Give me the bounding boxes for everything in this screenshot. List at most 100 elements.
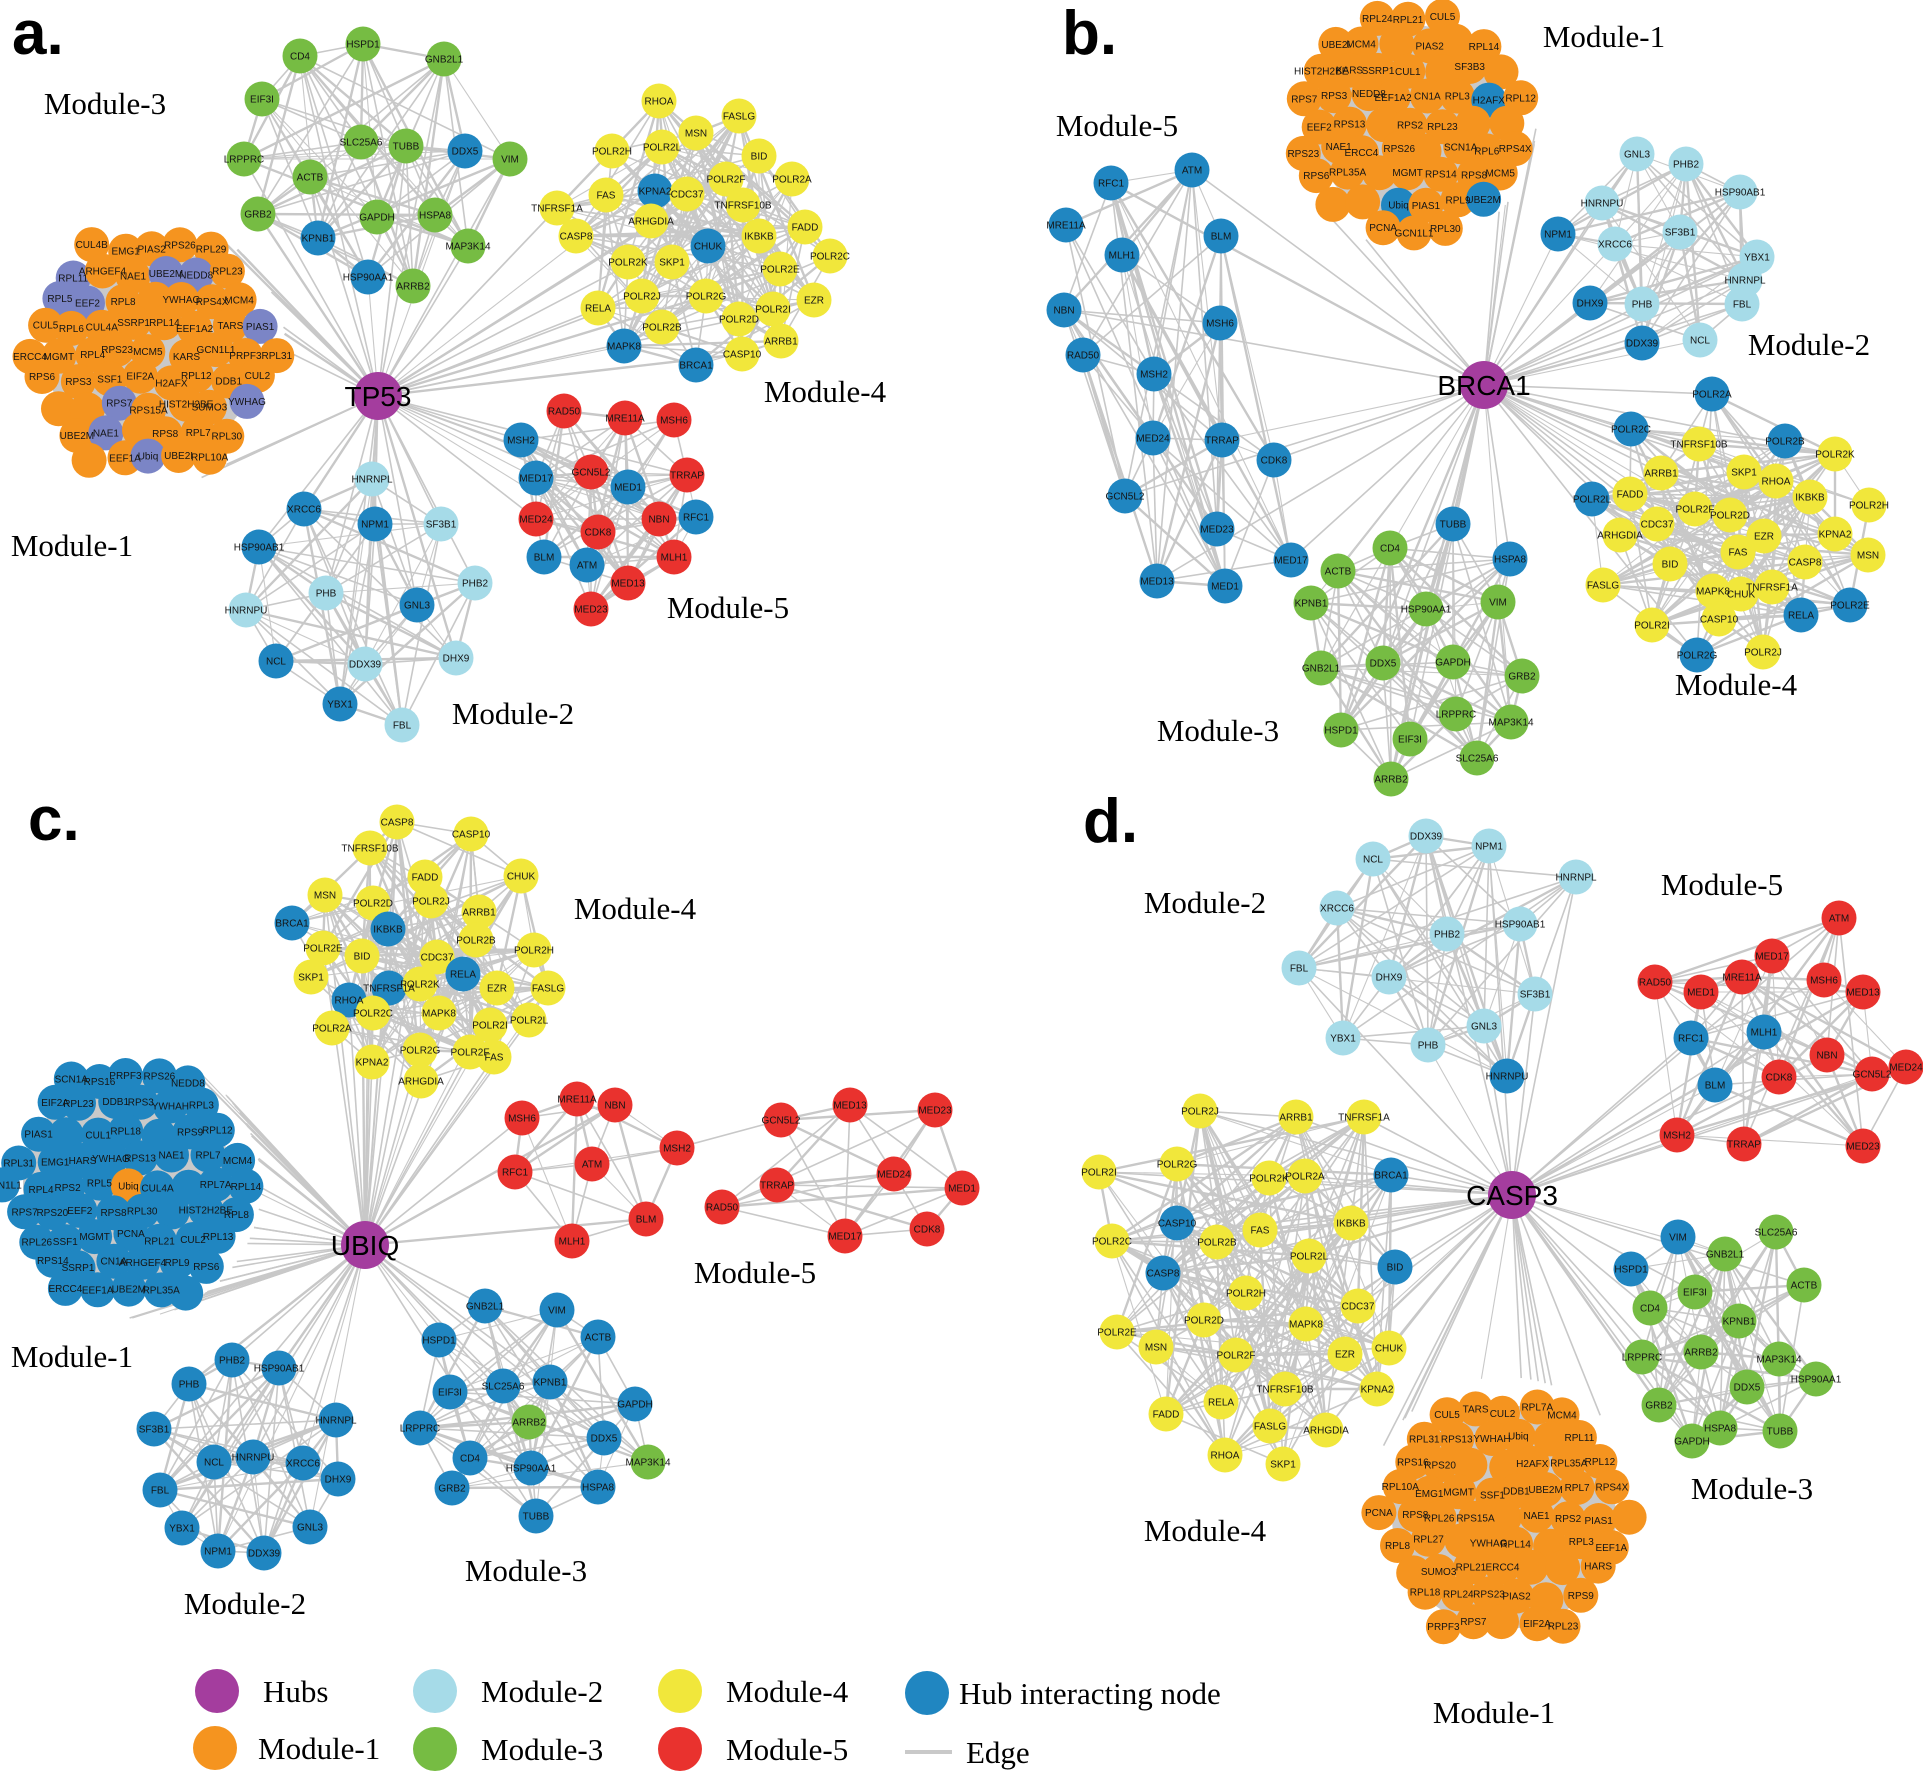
svg-text:GCN1L1: GCN1L1 bbox=[1395, 228, 1434, 239]
svg-text:XRCC6: XRCC6 bbox=[1598, 240, 1632, 251]
svg-text:POLR2F: POLR2F bbox=[451, 1048, 490, 1059]
svg-text:MED24: MED24 bbox=[1889, 1063, 1923, 1074]
svg-text:RPL7: RPL7 bbox=[1565, 1483, 1590, 1494]
svg-text:EEF1A: EEF1A bbox=[1595, 1543, 1627, 1554]
svg-text:RPS7: RPS7 bbox=[1460, 1617, 1487, 1628]
svg-text:PIAS1: PIAS1 bbox=[1412, 201, 1441, 212]
svg-text:CUL1: CUL1 bbox=[1395, 67, 1421, 78]
svg-text:POLR2J: POLR2J bbox=[623, 292, 661, 303]
svg-text:RPS15A: RPS15A bbox=[1456, 1514, 1495, 1525]
svg-text:KPNA2: KPNA2 bbox=[356, 1058, 389, 1069]
svg-text:DDX39: DDX39 bbox=[248, 1549, 281, 1560]
svg-text:SSF1: SSF1 bbox=[97, 374, 122, 385]
svg-text:MRE11A: MRE11A bbox=[557, 1095, 597, 1106]
svg-text:CUL5: CUL5 bbox=[1430, 12, 1456, 23]
svg-text:RFC1: RFC1 bbox=[683, 513, 710, 524]
svg-text:RPL24: RPL24 bbox=[1443, 1589, 1474, 1600]
svg-text:HSP90AB1: HSP90AB1 bbox=[1495, 920, 1546, 931]
svg-text:CUL5: CUL5 bbox=[1434, 1410, 1460, 1421]
svg-text:a.: a. bbox=[12, 0, 64, 68]
svg-text:RPS4X: RPS4X bbox=[1499, 144, 1532, 155]
svg-text:HNRNPU: HNRNPU bbox=[225, 606, 268, 617]
svg-text:GNB2L1: GNB2L1 bbox=[466, 1302, 505, 1313]
svg-text:CD4: CD4 bbox=[1380, 544, 1400, 555]
svg-text:Module-3: Module-3 bbox=[1691, 1471, 1813, 1506]
svg-text:RPL4: RPL4 bbox=[80, 350, 105, 361]
svg-text:ARHGEF4: ARHGEF4 bbox=[119, 1258, 167, 1269]
svg-text:MED1: MED1 bbox=[1687, 988, 1715, 999]
svg-text:FADD: FADD bbox=[1617, 490, 1644, 501]
svg-text:POLR2I: POLR2I bbox=[1081, 1168, 1117, 1179]
svg-text:ERCC4: ERCC4 bbox=[13, 352, 47, 363]
svg-text:Module-1: Module-1 bbox=[258, 1731, 380, 1766]
svg-text:BID: BID bbox=[751, 152, 768, 163]
svg-text:SCN1A: SCN1A bbox=[55, 1075, 89, 1086]
svg-text:FASLG: FASLG bbox=[532, 984, 564, 995]
svg-text:BLM: BLM bbox=[1211, 232, 1232, 243]
svg-text:RPL11: RPL11 bbox=[58, 274, 88, 285]
svg-text:NBN: NBN bbox=[604, 1101, 625, 1112]
svg-text:FBL: FBL bbox=[393, 721, 412, 732]
svg-text:EIF3I: EIF3I bbox=[1398, 735, 1422, 746]
svg-text:EIF2A: EIF2A bbox=[126, 372, 154, 383]
svg-text:Module-1: Module-1 bbox=[1543, 19, 1665, 54]
svg-text:CDK8: CDK8 bbox=[914, 1225, 941, 1236]
svg-text:MCM5: MCM5 bbox=[133, 347, 163, 358]
svg-text:PIAS2: PIAS2 bbox=[1502, 1592, 1531, 1603]
svg-text:MSN: MSN bbox=[1857, 551, 1879, 562]
svg-text:CASP8: CASP8 bbox=[381, 818, 414, 829]
svg-text:MSH2: MSH2 bbox=[663, 1144, 691, 1155]
svg-text:RPL7A: RPL7A bbox=[1521, 1403, 1553, 1414]
svg-text:HSP90AA1: HSP90AA1 bbox=[506, 1464, 557, 1475]
svg-text:MSN: MSN bbox=[1145, 1343, 1167, 1354]
svg-text:RPS16: RPS16 bbox=[1397, 1458, 1429, 1469]
svg-text:TP53: TP53 bbox=[345, 381, 412, 412]
svg-text:GCN5L2: GCN5L2 bbox=[572, 468, 611, 479]
svg-text:Module-4: Module-4 bbox=[574, 891, 697, 926]
svg-text:HNRNPL: HNRNPL bbox=[315, 1416, 357, 1427]
svg-text:RPL23: RPL23 bbox=[212, 267, 243, 278]
svg-text:RPL26: RPL26 bbox=[1424, 1514, 1455, 1525]
svg-text:NPM1: NPM1 bbox=[1475, 842, 1503, 853]
svg-text:CASP3: CASP3 bbox=[1466, 1180, 1558, 1211]
svg-text:CASP10: CASP10 bbox=[452, 830, 491, 841]
svg-text:ARHGDIA: ARHGDIA bbox=[1303, 1426, 1349, 1437]
svg-text:EEF2: EEF2 bbox=[75, 299, 100, 310]
svg-text:RPS7: RPS7 bbox=[106, 399, 133, 410]
svg-text:POLR2F: POLR2F bbox=[1217, 1351, 1256, 1362]
svg-text:SSF1: SSF1 bbox=[53, 1237, 78, 1248]
svg-text:HSPD1: HSPD1 bbox=[1614, 1265, 1648, 1276]
svg-text:MAPK8: MAPK8 bbox=[607, 342, 641, 353]
svg-text:XRCC6: XRCC6 bbox=[286, 1459, 320, 1470]
svg-text:GRB2: GRB2 bbox=[244, 210, 272, 221]
svg-text:Module-4: Module-4 bbox=[726, 1674, 849, 1709]
svg-text:RPL31: RPL31 bbox=[1409, 1435, 1440, 1446]
svg-text:SLC25A6: SLC25A6 bbox=[340, 138, 383, 149]
svg-text:EEF1A2: EEF1A2 bbox=[1374, 93, 1412, 104]
svg-text:POLR2D: POLR2D bbox=[353, 899, 393, 910]
svg-text:RPL18: RPL18 bbox=[1410, 1588, 1441, 1599]
svg-text:CASP10: CASP10 bbox=[723, 350, 762, 361]
svg-text:YBX1: YBX1 bbox=[1744, 253, 1770, 264]
svg-text:EEF2: EEF2 bbox=[67, 1206, 92, 1217]
svg-text:RPL12: RPL12 bbox=[202, 1126, 233, 1137]
svg-text:RAD50: RAD50 bbox=[548, 407, 581, 418]
svg-text:NEDD8: NEDD8 bbox=[1352, 89, 1386, 100]
svg-text:CUL2: CUL2 bbox=[1490, 1409, 1516, 1420]
svg-text:POLR2A: POLR2A bbox=[312, 1024, 352, 1035]
svg-text:UBE2M: UBE2M bbox=[112, 1285, 146, 1296]
svg-text:c.: c. bbox=[28, 785, 80, 854]
svg-text:RPL26: RPL26 bbox=[22, 1238, 53, 1249]
svg-text:DDB1: DDB1 bbox=[102, 1097, 129, 1108]
svg-text:CN1A: CN1A bbox=[1414, 92, 1441, 103]
svg-text:MLH1: MLH1 bbox=[1751, 1028, 1778, 1039]
svg-text:RPS16: RPS16 bbox=[84, 1077, 116, 1088]
svg-text:Ubiq: Ubiq bbox=[1508, 1432, 1529, 1443]
svg-text:DDB1: DDB1 bbox=[1503, 1486, 1530, 1497]
svg-text:CDK8: CDK8 bbox=[585, 528, 612, 539]
svg-text:RHOA: RHOA bbox=[335, 996, 364, 1007]
svg-text:EMG1: EMG1 bbox=[1415, 1489, 1444, 1500]
svg-text:ACTB: ACTB bbox=[1325, 567, 1352, 578]
svg-text:MSH2: MSH2 bbox=[507, 436, 535, 447]
svg-text:RFC1: RFC1 bbox=[1098, 179, 1125, 190]
